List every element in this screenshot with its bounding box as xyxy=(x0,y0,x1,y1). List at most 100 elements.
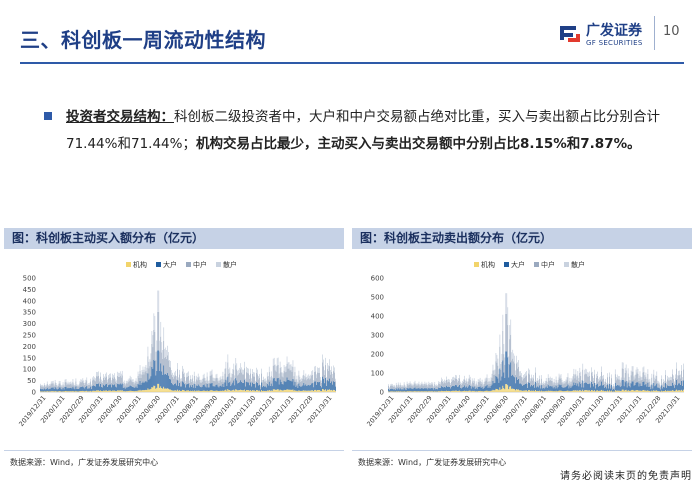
bar-segment xyxy=(201,381,203,387)
bar-segment xyxy=(56,385,58,387)
bar-segment xyxy=(74,391,76,392)
bar-segment xyxy=(672,374,673,383)
bar-segment xyxy=(86,386,88,391)
bar-segment xyxy=(237,375,239,384)
bar-segment xyxy=(297,381,299,384)
bar-segment xyxy=(266,383,268,391)
bar-segment xyxy=(259,374,260,378)
bar-segment xyxy=(618,385,620,391)
bar-segment xyxy=(58,391,60,392)
bar-segment xyxy=(305,377,307,385)
bar-segment xyxy=(485,390,487,392)
bar-segment xyxy=(464,387,466,392)
bar-segment xyxy=(608,383,609,386)
bar-segment xyxy=(78,386,80,389)
bar-segment xyxy=(55,383,57,385)
bar-segment xyxy=(204,381,206,387)
legend-label: 大户 xyxy=(163,260,177,269)
bar-segment xyxy=(308,378,310,385)
bar-segment xyxy=(246,381,247,390)
bar-segment xyxy=(600,385,601,391)
bar-segment xyxy=(63,391,65,392)
bar-segment xyxy=(150,361,152,377)
bar-segment xyxy=(491,390,493,392)
bar-segment xyxy=(652,383,654,386)
bar-segment xyxy=(566,385,568,391)
bar-segment xyxy=(152,347,154,369)
bar-segment xyxy=(597,383,598,391)
bar-segment xyxy=(484,378,486,382)
bar-segment xyxy=(500,364,502,370)
bar-segment xyxy=(665,370,666,375)
bar-segment xyxy=(524,377,525,385)
bar-segment xyxy=(320,377,321,381)
bar-segment xyxy=(475,391,477,392)
bar-segment xyxy=(460,387,461,392)
bar-segment xyxy=(494,382,496,391)
bar-segment xyxy=(147,356,149,374)
bar-segment xyxy=(125,380,127,384)
bar-segment xyxy=(234,375,236,379)
bar-segment xyxy=(402,391,404,392)
bar-segment xyxy=(163,386,165,392)
bar-segment xyxy=(44,385,46,387)
bar-segment xyxy=(505,313,507,352)
bar-segment xyxy=(679,383,680,391)
bar-segment xyxy=(436,384,438,386)
bar-segment xyxy=(489,383,491,388)
bar-segment xyxy=(222,371,224,377)
company-logo: 广发证券 GF SECURITIES xyxy=(556,18,652,58)
bar-segment xyxy=(439,381,441,385)
bar-segment xyxy=(567,373,569,378)
bar-segment xyxy=(146,390,148,392)
bar-segment xyxy=(110,390,111,392)
bar-segment xyxy=(404,389,406,392)
bar-segment xyxy=(492,370,494,381)
bar-segment xyxy=(199,391,201,392)
bar-segment xyxy=(145,380,147,390)
bar-segment xyxy=(335,381,336,387)
bar-segment xyxy=(492,389,494,392)
bar-segment xyxy=(81,382,83,387)
bar-segment xyxy=(45,391,47,392)
bar-segment xyxy=(197,390,199,392)
bar-segment xyxy=(652,385,654,389)
bar-segment xyxy=(630,370,632,376)
bar-segment xyxy=(173,385,174,391)
bar-segment xyxy=(91,384,93,387)
bar-segment xyxy=(655,375,657,380)
bar-segment xyxy=(428,391,430,392)
bar-segment xyxy=(516,363,518,378)
bar-segment xyxy=(318,367,319,374)
bar-segment xyxy=(181,378,182,382)
bar-segment xyxy=(180,386,181,391)
bar-segment xyxy=(506,351,508,385)
bar-segment xyxy=(253,376,254,384)
bar-segment xyxy=(329,378,330,390)
bar-segment xyxy=(669,386,670,391)
bar-segment xyxy=(149,378,151,390)
bar-segment xyxy=(266,376,268,384)
bar-segment xyxy=(498,369,500,375)
gf-logo-icon xyxy=(560,26,580,42)
bar-segment xyxy=(55,388,57,392)
bar-segment xyxy=(259,377,260,385)
bar-segment xyxy=(331,371,332,382)
bar-segment xyxy=(589,375,591,384)
bar-segment xyxy=(124,385,126,389)
bar-segment xyxy=(213,386,215,391)
bar-segment xyxy=(199,379,201,383)
y-tick-label: 50 xyxy=(27,377,36,385)
bar-segment xyxy=(126,391,128,392)
bar-segment xyxy=(395,391,397,392)
bar-segment xyxy=(85,382,87,388)
bar-segment xyxy=(204,390,206,392)
bar-segment xyxy=(532,377,533,381)
bar-segment xyxy=(101,379,102,383)
bar-segment xyxy=(216,384,218,391)
bar-segment xyxy=(592,371,593,377)
bar-segment xyxy=(40,383,41,386)
bar-segment xyxy=(655,390,657,392)
bar-segment xyxy=(257,382,258,391)
bar-segment xyxy=(250,390,251,392)
